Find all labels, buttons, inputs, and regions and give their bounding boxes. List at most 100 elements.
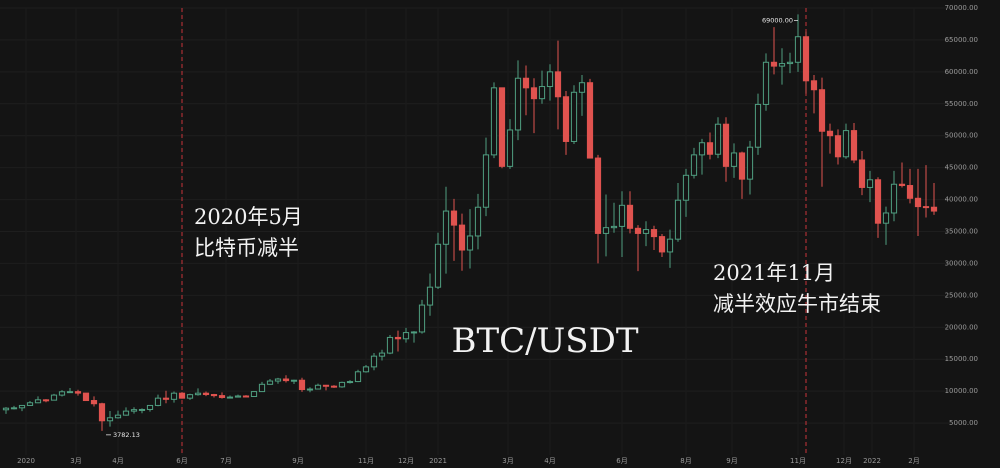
- candle-body: [242, 395, 250, 398]
- candle-body: [714, 123, 722, 155]
- y-tick-label: 70000.00: [945, 4, 978, 12]
- x-tick-label: 4月: [112, 457, 123, 465]
- candle-body: [674, 199, 682, 240]
- candle-body: [578, 82, 586, 93]
- candle-body: [498, 87, 506, 167]
- candle-body: [762, 61, 770, 105]
- candle-body: [842, 130, 850, 158]
- candle-body: [26, 402, 34, 406]
- candle-body: [330, 385, 338, 388]
- y-tick-label: 10000.00: [945, 387, 978, 395]
- candle-body: [930, 206, 938, 212]
- candle-body: [90, 400, 98, 405]
- candle-body: [186, 394, 194, 399]
- y-tick-label: 40000.00: [945, 196, 978, 204]
- y-tick-label: 45000.00: [945, 164, 978, 172]
- x-tick-label: 9月: [292, 457, 303, 465]
- candle-body: [210, 394, 218, 397]
- candle-body: [282, 378, 290, 382]
- high-label: 69000.00: [762, 16, 793, 24]
- y-tick-label: 60000.00: [945, 68, 978, 76]
- candle-body: [546, 71, 554, 88]
- x-tick-label: 12月: [398, 457, 414, 465]
- candle-body: [234, 395, 242, 398]
- candle-body: [690, 154, 698, 176]
- candle-body: [466, 235, 474, 251]
- candle-body: [874, 179, 882, 224]
- candle-body: [378, 352, 386, 357]
- annotation: 2020年5月: [194, 205, 303, 229]
- y-tick-label: 15000.00: [945, 355, 978, 363]
- x-tick-label: 2021: [429, 457, 447, 465]
- candle-body: [306, 388, 314, 391]
- candle-body: [522, 77, 530, 89]
- candle-body: [538, 86, 546, 100]
- candle-body: [890, 183, 898, 214]
- candle-body: [786, 61, 794, 65]
- candle-body: [850, 130, 858, 161]
- y-tick-label: 30000.00: [945, 259, 978, 267]
- y-tick-label: 20000.00: [945, 323, 978, 331]
- candle-body: [706, 142, 714, 155]
- candle-body: [914, 197, 922, 208]
- x-tick-label: 11月: [358, 457, 374, 465]
- candle-body: [74, 391, 82, 394]
- x-tick-label: 8月: [680, 457, 691, 465]
- candle-body: [114, 414, 122, 419]
- candle-body: [666, 238, 674, 253]
- candle-body: [50, 394, 58, 401]
- candle-body: [18, 404, 26, 409]
- candle-body: [202, 392, 210, 396]
- candle-body: [314, 384, 322, 390]
- x-tick-label: 3月: [70, 457, 81, 465]
- grid: [0, 7, 955, 455]
- candle-body: [618, 204, 626, 227]
- candle-body: [250, 391, 258, 398]
- candle-body: [650, 229, 658, 238]
- candle-body: [506, 129, 514, 167]
- y-tick-label: 65000.00: [945, 36, 978, 44]
- candle-body: [434, 243, 442, 288]
- candle-body: [346, 381, 354, 384]
- x-tick-label: 2020: [17, 457, 35, 465]
- candle-body: [138, 408, 146, 411]
- candle-body: [266, 380, 274, 385]
- candle-body: [290, 379, 298, 382]
- candle-body: [154, 397, 162, 406]
- candle-body: [418, 304, 426, 333]
- candle-body: [570, 91, 578, 142]
- candle-body: [274, 378, 282, 382]
- candle-body: [58, 391, 66, 396]
- candle-body: [458, 224, 466, 251]
- candle-body: [738, 152, 746, 180]
- low-label: 3782.13: [113, 431, 140, 439]
- candle-body: [810, 80, 818, 91]
- labels: 5000.00 10000.00 15000.00 20000.00 25000.00 3…: [17, 4, 978, 465]
- candle-body: [82, 392, 90, 402]
- candle-body: [298, 379, 306, 391]
- candle-body: [442, 210, 450, 245]
- candle-body: [410, 331, 418, 334]
- candle-body: [490, 87, 498, 156]
- candle-body: [130, 409, 138, 412]
- candle-body: [362, 366, 370, 373]
- candle-body: [426, 286, 434, 306]
- x-tick-label: 4月: [544, 457, 555, 465]
- candle-body: [450, 210, 458, 226]
- y-tick-label: 5000.00: [949, 419, 978, 427]
- candle-body: [554, 71, 562, 98]
- candle-body: [866, 179, 874, 188]
- x-tick-label: 12月: [836, 457, 852, 465]
- candle-body: [106, 417, 114, 422]
- y-tick-label: 35000.00: [945, 228, 978, 236]
- candle-body: [826, 130, 834, 137]
- candle-body: [594, 157, 602, 234]
- candle-body: [170, 392, 178, 400]
- x-tick-label: 6月: [616, 457, 627, 465]
- candle-body: [2, 407, 10, 411]
- candle-body: [562, 96, 570, 142]
- candle-body: [42, 399, 50, 402]
- x-tick-label: 2月: [908, 457, 919, 465]
- candle-body: [730, 152, 738, 167]
